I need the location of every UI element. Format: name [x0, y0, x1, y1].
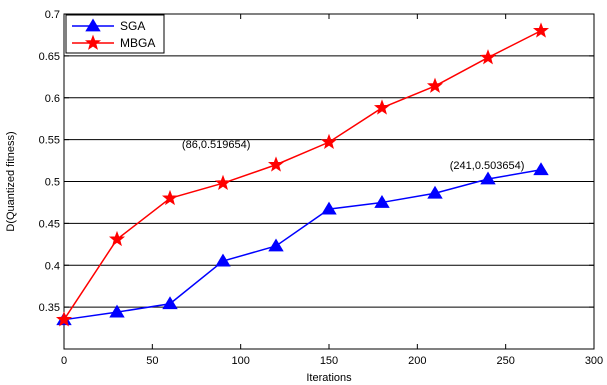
- data-point-star: [84, 34, 102, 50]
- legend-label-sga: SGA: [120, 19, 145, 33]
- data-point-triangle: [268, 238, 284, 252]
- y-axis-label: D(Quantized fitness): [5, 131, 17, 231]
- series-line-sga: [63, 169, 542, 321]
- data-point-triangle: [321, 201, 337, 215]
- legend-marker-sga: [85, 18, 101, 32]
- x-axis-label: Iterations: [306, 372, 352, 384]
- data-point-triangle: [533, 162, 549, 176]
- y-tick-label: 0.45: [39, 218, 60, 230]
- x-tick-label: 300: [585, 355, 603, 367]
- x-tick-label: 200: [408, 355, 426, 367]
- x-tick-label: 250: [496, 355, 514, 367]
- legend-marker-mbga: [84, 34, 102, 50]
- y-tick-label: 0.5: [45, 177, 60, 189]
- annotations: (86,0.519654) (241,0.503654): [182, 139, 524, 172]
- y-tick-label: 0.65: [39, 51, 60, 63]
- series-sga: [56, 162, 549, 326]
- data-point-triangle: [215, 253, 231, 267]
- data-point-star: [55, 311, 73, 327]
- data-point-star: [214, 174, 232, 190]
- series-layer: [55, 22, 550, 327]
- data-point-star: [479, 49, 497, 65]
- y-tick-label: 0.35: [39, 302, 60, 314]
- data-point-star: [373, 99, 391, 115]
- legend: SGA MBGA: [65, 14, 165, 54]
- data-point-triangle: [374, 194, 390, 208]
- x-tick-label: 0: [61, 355, 67, 367]
- data-point-star: [161, 189, 179, 206]
- data-point-triangle: [162, 296, 178, 310]
- legend-label-mbga: MBGA: [120, 36, 155, 50]
- y-tick-label: 0.4: [45, 260, 60, 272]
- legend-box: [65, 14, 165, 54]
- data-point-star: [108, 230, 126, 247]
- annotation-mbga: (86,0.519654): [182, 139, 251, 151]
- data-point-star: [426, 77, 444, 93]
- y-tick-label: 0.55: [39, 135, 60, 147]
- data-point-star: [267, 156, 285, 172]
- x-tick-label: 150: [320, 355, 338, 367]
- x-tick-label: 100: [231, 355, 249, 367]
- x-tick-label: 50: [146, 355, 158, 367]
- data-point-triangle: [427, 185, 443, 199]
- series-mbga: [55, 22, 550, 327]
- data-point-triangle: [480, 171, 496, 185]
- y-tick-label: 0.6: [45, 93, 60, 105]
- data-point-triangle: [109, 304, 125, 318]
- data-point-star: [320, 133, 338, 149]
- series-line-mbga: [63, 30, 542, 321]
- grid-lines: [64, 55, 594, 308]
- data-point-triangle: [85, 18, 101, 32]
- data-point-star: [532, 22, 550, 38]
- axis-ticks: 0 50 100 150 200 250 300 0.35 0.4 0.45 0.5 0.55 0.6 0…: [39, 9, 604, 367]
- y-tick-label: 0.7: [45, 9, 60, 21]
- annotation-sga: (241,0.503654): [450, 160, 525, 172]
